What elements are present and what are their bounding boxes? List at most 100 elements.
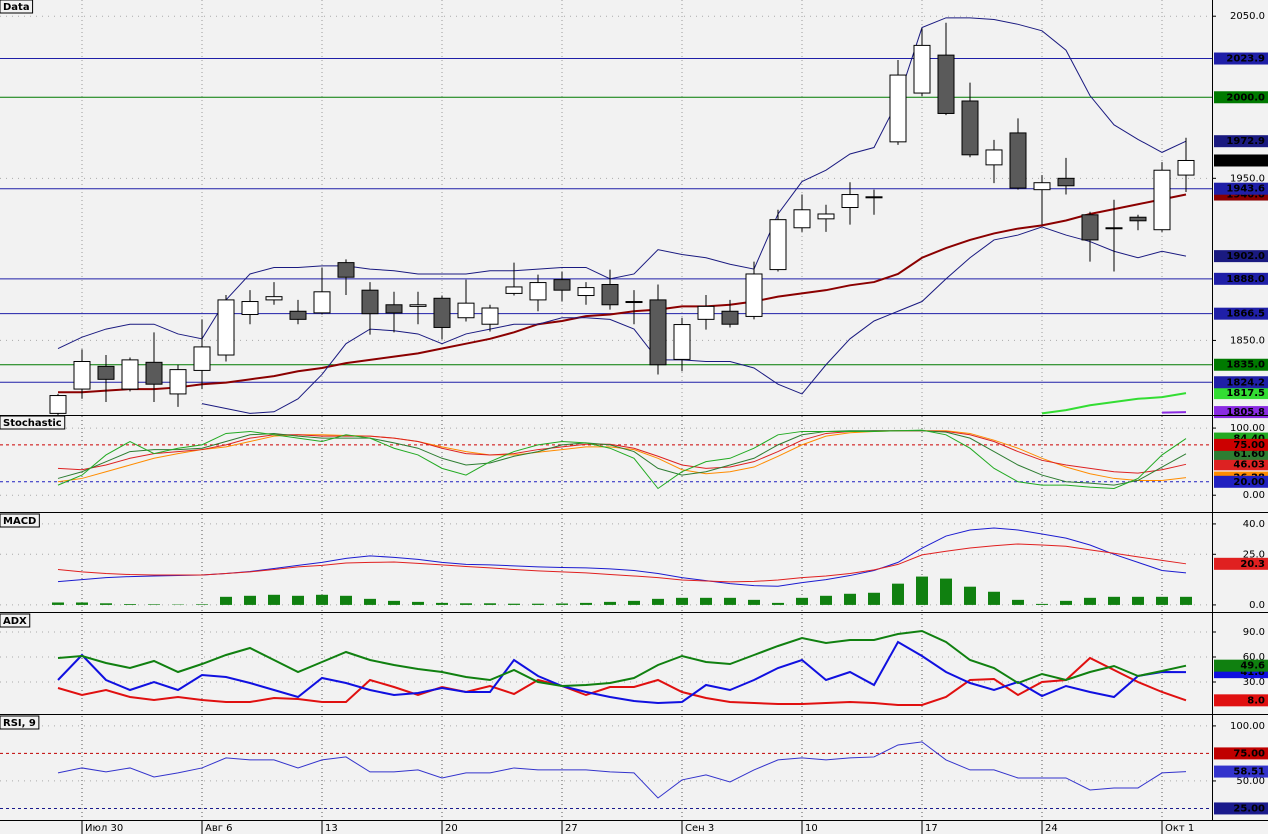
histogram-bar: [1132, 596, 1144, 605]
histogram-bar: [1180, 596, 1192, 605]
y-tick-label: 0.00: [1243, 490, 1265, 501]
value-label: 1824.2: [1226, 377, 1265, 388]
histogram-bar: [100, 603, 112, 605]
series-line: [57, 543, 1187, 583]
candle-body: [961, 100, 979, 156]
panel: [0, 0, 1212, 415]
histogram-bar: [388, 600, 400, 605]
y-tick-label: 60.0: [1243, 652, 1265, 663]
value-label: 20.00: [1233, 477, 1265, 488]
value-label: 75.00: [1233, 440, 1265, 451]
histogram-bar: [340, 595, 352, 605]
value-label-bg: [1214, 387, 1268, 400]
value-label: 75.00: [1233, 748, 1265, 759]
value-label-bg: [1214, 659, 1268, 672]
panel-title: MACD: [3, 516, 36, 527]
panel: [0, 416, 1212, 512]
histogram-bar: [1156, 596, 1168, 605]
y-tick-label: 40.0: [1243, 519, 1265, 530]
histogram-bar: [364, 598, 376, 605]
series-line: [1041, 392, 1187, 415]
histogram-bar: [628, 600, 640, 605]
histogram-bar: [412, 601, 424, 605]
y-tick-label: 2050.0: [1230, 11, 1265, 22]
candle-body: [337, 262, 355, 278]
panel: [0, 614, 1212, 714]
value-label: 1972.9: [1226, 136, 1265, 147]
value-label-bg: [1214, 91, 1268, 104]
candle-body: [49, 395, 67, 414]
histogram-bar: [652, 598, 664, 605]
candle-body: [913, 44, 931, 94]
value-label: 1805.8: [1226, 407, 1265, 418]
histogram-bar: [244, 595, 256, 605]
histogram-bar: [148, 604, 160, 605]
value-label: 46.03: [1233, 459, 1265, 470]
candle-body: [289, 310, 307, 320]
value-label-bg: [1214, 765, 1268, 778]
candle-body: [865, 196, 883, 199]
y-tick-label: 30.0: [1243, 677, 1265, 688]
panel-title: ADX: [3, 616, 27, 627]
candle-body: [193, 346, 211, 371]
x-tick-label: 24: [1045, 823, 1058, 834]
candle-body: [121, 359, 139, 390]
candle-body: [169, 369, 187, 395]
y-tick-label: 1850.0: [1230, 335, 1265, 346]
panel: [0, 716, 1212, 820]
candle-body: [937, 54, 955, 114]
histogram-bar: [700, 597, 712, 605]
candle-body: [1153, 169, 1171, 231]
panel-title-bg: [0, 715, 40, 730]
candle-body: [697, 305, 715, 320]
candle-body: [577, 287, 595, 297]
histogram-bar: [964, 586, 976, 605]
histogram-bar: [820, 595, 832, 605]
y-tick-label: 25.0: [1243, 549, 1265, 560]
value-label-bg: [1214, 135, 1268, 148]
candle-body: [505, 286, 523, 294]
panel-title: Stochastic: [3, 418, 62, 429]
histogram-bar: [580, 602, 592, 605]
candle-body: [1009, 132, 1027, 189]
value-label-bg: [1214, 272, 1268, 285]
value-label: 1835.0: [1226, 360, 1265, 371]
x-tick-label: 17: [925, 823, 938, 834]
candle-body: [721, 310, 739, 325]
x-tick-label: Окт 1: [1165, 823, 1194, 834]
value-label: 1940.0: [1226, 190, 1265, 201]
histogram-bar: [604, 601, 616, 605]
x-tick-label: 10: [805, 823, 818, 834]
candle-body: [1033, 182, 1051, 191]
series-line: [57, 17, 1187, 349]
series-line: [57, 430, 1187, 486]
histogram-bar: [748, 599, 760, 605]
histogram-bar: [940, 578, 952, 605]
value-label-bg: [1214, 438, 1268, 451]
candle-body: [145, 361, 163, 385]
value-label-bg: [1214, 475, 1268, 488]
panel-title-bg: [0, 0, 34, 14]
histogram-bar: [1084, 597, 1096, 605]
value-label: 1888.0: [1226, 274, 1265, 285]
panel-title-bg: [0, 415, 66, 430]
histogram-bar: [1036, 603, 1048, 605]
value-label-bg: [1214, 358, 1268, 371]
candle-body: [1057, 177, 1075, 187]
series-line: [57, 430, 1187, 474]
value-label-bg: [1214, 557, 1268, 570]
value-label-bg: [1214, 694, 1268, 707]
panel-title-bg: [0, 513, 40, 528]
candle-body: [745, 273, 763, 317]
histogram-bar: [316, 594, 328, 605]
histogram-bar: [508, 603, 520, 605]
value-label-bg: [1214, 376, 1268, 389]
value-label-bg: [1214, 307, 1268, 320]
x-tick-label: Сен 3: [685, 823, 714, 834]
histogram-bar: [868, 592, 880, 605]
series-line: [58, 193, 1187, 394]
histogram-bar: [460, 603, 472, 605]
histogram-bar: [220, 596, 232, 605]
candle-body: [793, 209, 811, 229]
